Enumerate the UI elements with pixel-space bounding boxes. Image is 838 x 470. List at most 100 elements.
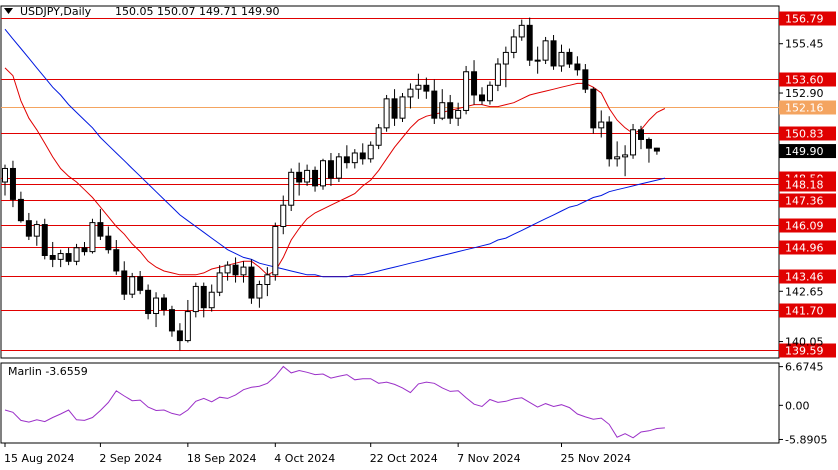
candle bbox=[2, 164, 8, 196]
candle bbox=[65, 247, 72, 266]
candle-body bbox=[630, 129, 637, 156]
candle-body bbox=[486, 84, 493, 102]
candle-body bbox=[9, 167, 16, 200]
level-label-box bbox=[779, 343, 836, 358]
oscillator-title: Marlin -3.6559 bbox=[8, 365, 88, 378]
candle bbox=[423, 77, 430, 99]
candle-body bbox=[184, 311, 191, 342]
level-label: 141.70 bbox=[785, 305, 824, 318]
candle-body bbox=[479, 94, 485, 102]
candle bbox=[320, 158, 326, 190]
candle bbox=[81, 241, 88, 256]
candle-body bbox=[296, 171, 303, 183]
candle bbox=[224, 261, 231, 281]
candle-body bbox=[351, 152, 358, 164]
candle bbox=[327, 152, 334, 186]
candle-body bbox=[304, 169, 311, 183]
candle bbox=[288, 168, 295, 212]
candle bbox=[176, 323, 183, 351]
candle bbox=[518, 19, 525, 41]
level-label: 153.60 bbox=[785, 74, 824, 87]
candle-body bbox=[582, 69, 589, 90]
candle bbox=[240, 261, 247, 283]
time-tick-label: 25 Nov 2024 bbox=[561, 452, 631, 465]
candle bbox=[232, 257, 239, 283]
candle-body bbox=[645, 138, 652, 149]
candle-body bbox=[558, 51, 565, 67]
candle-body bbox=[288, 171, 295, 206]
candle bbox=[614, 141, 621, 167]
level-label-box bbox=[779, 303, 836, 318]
candle bbox=[534, 46, 541, 74]
candle bbox=[582, 64, 589, 94]
candle bbox=[129, 272, 136, 299]
candle bbox=[200, 282, 207, 318]
candle bbox=[33, 220, 40, 246]
level-label: 146.09 bbox=[785, 220, 824, 233]
candle-body bbox=[327, 160, 334, 179]
candle-body bbox=[518, 24, 525, 38]
level-label: 148.18 bbox=[785, 179, 824, 192]
candle-body bbox=[566, 51, 573, 65]
candle-body bbox=[335, 156, 342, 179]
candle bbox=[494, 58, 501, 92]
candle bbox=[598, 110, 605, 138]
candle-body bbox=[224, 264, 231, 274]
candle-body bbox=[145, 289, 152, 315]
candle-body bbox=[574, 63, 581, 71]
candle bbox=[653, 147, 660, 155]
oscillator-plot bbox=[0, 362, 780, 444]
candle-body bbox=[502, 51, 509, 65]
candle-body bbox=[455, 109, 462, 119]
level-label: 147.36 bbox=[785, 195, 824, 208]
candle bbox=[391, 89, 398, 126]
candle bbox=[407, 83, 414, 109]
candle bbox=[256, 280, 263, 308]
candle-body bbox=[391, 98, 398, 119]
candle-body bbox=[550, 40, 557, 67]
candle-body bbox=[2, 167, 8, 183]
candle bbox=[439, 89, 446, 121]
candle-body bbox=[399, 96, 406, 119]
candle-body bbox=[192, 285, 199, 313]
candle-body bbox=[598, 121, 605, 129]
level-label-box bbox=[779, 177, 836, 192]
candle bbox=[248, 259, 255, 304]
time-tick-label: 18 Sep 2024 bbox=[187, 452, 257, 465]
candle-body bbox=[176, 330, 183, 342]
candle-body bbox=[216, 272, 223, 293]
ohlc-readout: 150.05 150.07 149.71 149.90 bbox=[115, 5, 279, 18]
candle-body bbox=[25, 220, 32, 237]
collapse-triangle-icon[interactable] bbox=[4, 8, 13, 14]
candle-body bbox=[606, 121, 613, 160]
candle-body bbox=[653, 147, 660, 152]
candle-body bbox=[200, 285, 207, 309]
candle-body bbox=[161, 297, 167, 311]
time-tick-label: 4 Oct 2024 bbox=[274, 452, 335, 465]
time-tick-label: 2 Sep 2024 bbox=[99, 452, 162, 465]
candle-body bbox=[65, 253, 72, 262]
candle bbox=[471, 60, 478, 105]
candle bbox=[304, 164, 311, 186]
level-label: 144.96 bbox=[785, 242, 824, 255]
candle bbox=[343, 145, 350, 169]
candle-body bbox=[638, 129, 644, 140]
candle-body bbox=[137, 276, 144, 291]
candle bbox=[606, 116, 613, 167]
candle bbox=[486, 81, 493, 105]
candle bbox=[41, 218, 48, 260]
candle bbox=[280, 195, 287, 235]
candle bbox=[121, 261, 128, 300]
level-label-box bbox=[779, 100, 836, 115]
candle-body bbox=[81, 247, 88, 253]
candle bbox=[463, 65, 470, 115]
candle bbox=[192, 282, 199, 318]
current-price-box bbox=[779, 144, 836, 159]
candle bbox=[399, 93, 406, 123]
candle-body bbox=[248, 266, 255, 299]
candle-body bbox=[256, 284, 263, 299]
candle bbox=[312, 166, 319, 192]
candle bbox=[622, 145, 629, 177]
candle-body bbox=[49, 254, 56, 260]
